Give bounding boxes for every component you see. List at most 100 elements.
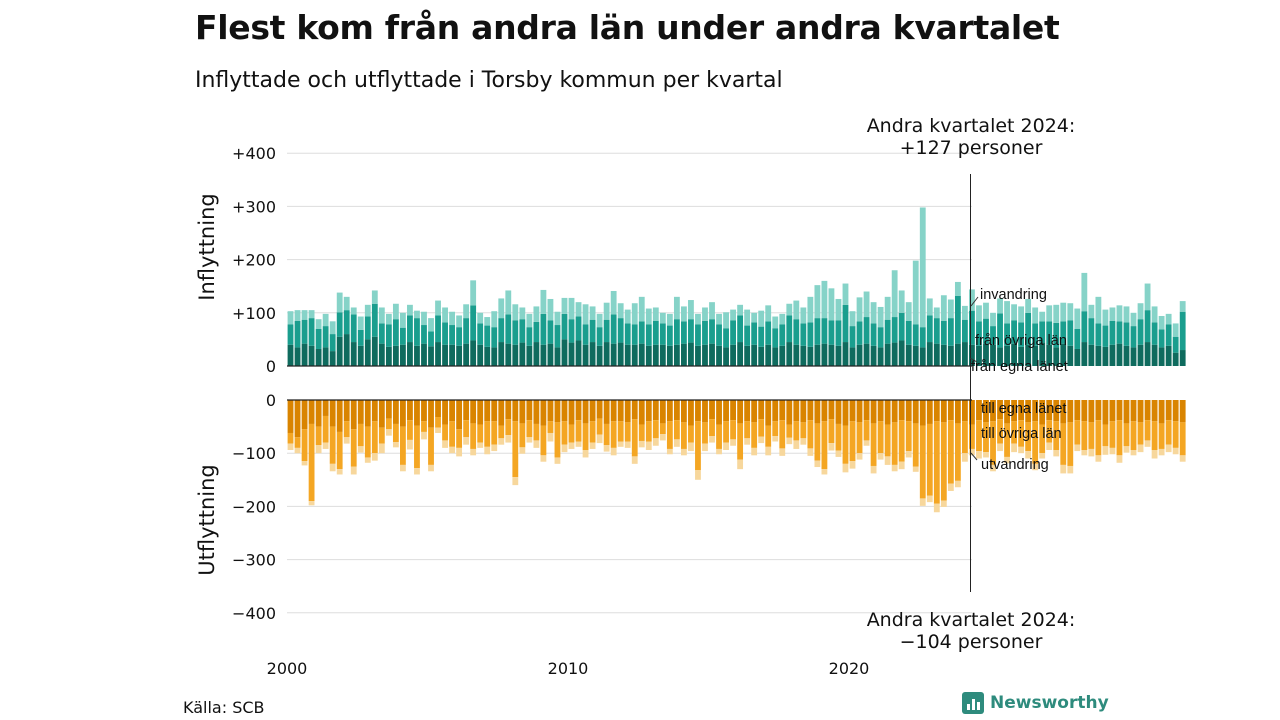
bar-segment (547, 320, 554, 344)
bar-segment (659, 323, 666, 345)
bar-segment (1137, 400, 1144, 423)
bar-segment (561, 421, 568, 445)
bar-segment (603, 342, 610, 366)
bar-segment (589, 342, 596, 366)
bar-segment (688, 300, 694, 320)
y-tick-label: +400 (232, 144, 276, 163)
bar-segment (1053, 347, 1060, 366)
bar-segment (287, 400, 294, 433)
bar-segment (807, 420, 814, 449)
bar-segment (779, 448, 786, 456)
bar-segment (1109, 344, 1116, 366)
bar-segment (652, 438, 659, 446)
bar-segment (610, 447, 617, 456)
bar-segment (709, 400, 715, 420)
bar-segment (463, 304, 470, 319)
bar-segment (779, 420, 786, 449)
bar-segment (870, 400, 877, 424)
bar-segment (400, 327, 406, 345)
bar-segment (1053, 400, 1060, 422)
bar-segment (371, 303, 378, 337)
bar-segment (329, 400, 336, 427)
bar-segment (638, 424, 645, 441)
bar-segment (765, 305, 772, 322)
bar-segment (1144, 342, 1151, 366)
bar-segment (793, 344, 800, 366)
bar-segment (730, 320, 736, 345)
bar-segment (666, 400, 673, 422)
bar-segment (772, 436, 779, 442)
bar-segment (1109, 307, 1116, 321)
bar-segment (737, 342, 744, 366)
bar-segment (688, 425, 694, 443)
bar-segment (1123, 345, 1130, 366)
bar-segment (512, 421, 519, 478)
bar-segment (350, 342, 357, 366)
chart-subtitle: Inflyttade och utflyttade i Torsby kommu… (195, 68, 783, 93)
x-tick-label: 2020 (829, 659, 870, 678)
bar-segment (357, 316, 364, 330)
bar-segment (533, 440, 540, 448)
bar-segment (681, 343, 687, 366)
bar-segment (891, 422, 898, 465)
bar-segment (1018, 400, 1025, 421)
bar-segment (378, 323, 385, 344)
bar-segment (983, 400, 989, 423)
bar-segment (638, 296, 645, 322)
bar-segment (505, 400, 512, 420)
bar-segment (1158, 400, 1165, 424)
bar-segment (772, 347, 779, 366)
bar-segment (336, 431, 343, 470)
bar-segment (1074, 420, 1081, 445)
bar-segment (1179, 455, 1186, 462)
bar-segment (638, 343, 645, 366)
bar-segment (561, 444, 568, 453)
bar-segment (863, 317, 870, 344)
bar-segment (561, 400, 568, 422)
bar-segment (1137, 422, 1144, 445)
bar-segment (491, 400, 498, 422)
bar-segment (392, 442, 399, 448)
bar-segment (1144, 420, 1151, 441)
bar-segment (1151, 344, 1158, 366)
bar-segment (645, 324, 652, 346)
bar-segment (652, 344, 659, 366)
bar-segment (414, 425, 420, 469)
bar-segment (1130, 421, 1137, 451)
bar-segment (392, 423, 399, 443)
bar-segment (378, 443, 385, 454)
bar-segment (596, 400, 603, 419)
bar-segment (315, 328, 322, 349)
bar-segment (512, 344, 519, 366)
y-tick-label: +300 (232, 197, 276, 216)
bar-segment (765, 400, 772, 426)
bar-segment (645, 400, 652, 422)
bar-segment (765, 446, 772, 456)
bar-segment (533, 321, 540, 343)
bar-segment (603, 400, 610, 424)
bar-segment (695, 470, 701, 480)
bar-segment (1053, 450, 1060, 457)
bar-segment (308, 310, 315, 319)
bar-segment (421, 421, 427, 432)
bar-segment (308, 423, 315, 502)
bar-segment (329, 351, 336, 366)
bar-segment (477, 323, 484, 345)
bar-segment (1074, 400, 1081, 421)
bar-segment (547, 400, 554, 422)
bar-segment (933, 400, 940, 422)
bar-segment (400, 400, 406, 427)
bar-segment (596, 313, 603, 328)
bar-segment (385, 429, 392, 436)
bar-segment (1025, 312, 1032, 345)
bar-segment (786, 424, 793, 438)
bar-segment (744, 400, 751, 422)
bar-segment (477, 424, 484, 443)
bar-segment (435, 315, 441, 343)
bar-segment (435, 417, 441, 428)
annotation-bottom-line1: Andra kvartalet 2024: (867, 609, 1076, 631)
bar-segment (392, 400, 399, 424)
bar-segment (786, 315, 793, 343)
bar-segment (912, 345, 919, 366)
bar-segment (947, 318, 954, 346)
